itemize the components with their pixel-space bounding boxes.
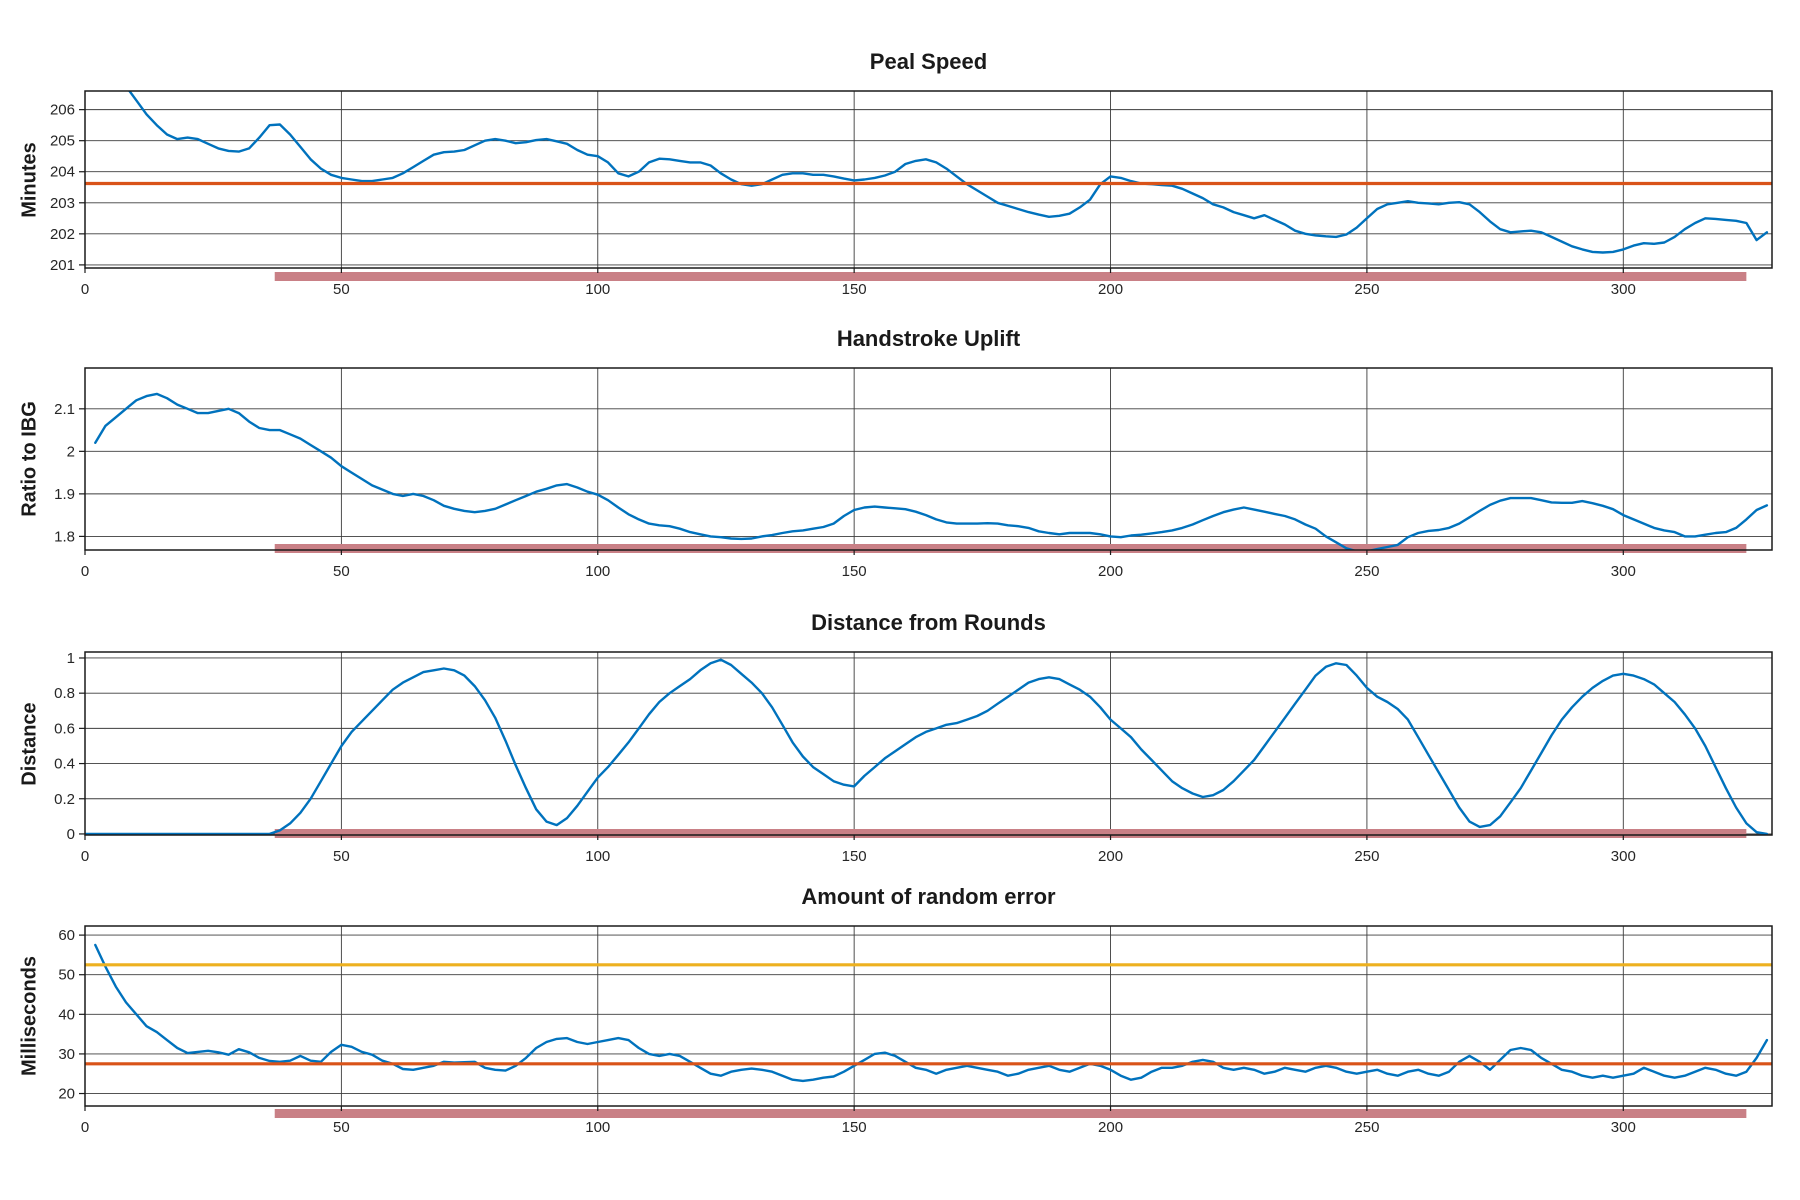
x-tick-label: 150 — [842, 1119, 867, 1136]
x-tick-label: 100 — [585, 563, 610, 580]
x-tick-label: 200 — [1098, 563, 1123, 580]
series-random-error — [94, 943, 1769, 1083]
x-tick-label: 50 — [333, 1119, 350, 1136]
y-tick-label: 20 — [58, 1086, 75, 1103]
axes-box — [84, 651, 1773, 836]
y-tick-label: 0.6 — [54, 720, 75, 737]
x-tick-label: 150 — [842, 563, 867, 580]
y-tick-label: 1.8 — [54, 528, 75, 545]
y-tick-label: 30 — [58, 1046, 75, 1063]
series-handstroke-uplift — [94, 392, 1769, 550]
y-tick-label: 206 — [50, 102, 75, 119]
x-tick-label: 0 — [81, 563, 89, 580]
x-tick-label: 300 — [1611, 1119, 1636, 1136]
highlight-bar — [274, 272, 1747, 281]
y-tick-label: 0.2 — [54, 791, 75, 808]
y-tick-label: 60 — [58, 927, 75, 944]
chart-title-peal-speed: Peal Speed — [869, 49, 988, 74]
x-tick-label: 300 — [1611, 848, 1636, 865]
plot-handstroke-uplift: 1.8 1.9 2 2.1 0 50 100 150 200 250 300 — [54, 367, 1773, 580]
chart-title-distance-from-rounds: Distance from Rounds — [811, 610, 1046, 635]
y-tick-label: 0.4 — [54, 756, 75, 773]
axes-box — [84, 925, 1773, 1107]
x-tick-label: 250 — [1354, 848, 1379, 865]
x-tick-label: 50 — [333, 281, 350, 298]
y-tick-label: 205 — [50, 133, 75, 150]
y-tick-label: 1.9 — [54, 486, 75, 503]
x-tick-label: 250 — [1354, 1119, 1379, 1136]
axes-box — [84, 90, 1773, 269]
chart-title-random-error: Amount of random error — [801, 884, 1056, 909]
y-tick-label: 2 — [67, 443, 75, 460]
x-tick-label: 300 — [1611, 563, 1636, 580]
x-tick-label: 50 — [333, 563, 350, 580]
x-tick-label: 100 — [585, 281, 610, 298]
y-tick-label: 201 — [50, 257, 75, 274]
x-tick-label: 250 — [1354, 563, 1379, 580]
x-tick-label: 150 — [842, 848, 867, 865]
x-tick-label: 300 — [1611, 281, 1636, 298]
plot-peal-speed: 201 202 203 204 205 206 0 50 100 150 200 250 300 — [50, 90, 1773, 298]
x-tick-label: 200 — [1098, 281, 1123, 298]
y-tick-label: 204 — [50, 164, 75, 181]
x-tick-label: 0 — [81, 281, 89, 298]
chart-title-handstroke-uplift: Handstroke Uplift — [836, 326, 1021, 351]
highlight-bar — [274, 1109, 1747, 1118]
y-tick-label: 202 — [50, 226, 75, 243]
y-tick-label: 2.1 — [54, 401, 75, 418]
x-tick-label: 100 — [585, 1119, 610, 1136]
x-tick-label: 200 — [1098, 848, 1123, 865]
y-tick-label: 0.8 — [54, 685, 75, 702]
series-peal-speed — [127, 91, 1769, 254]
highlight-bar — [274, 544, 1747, 553]
y-tick-label: 203 — [50, 195, 75, 212]
plot-random-error: 20 30 40 50 60 0 50 100 150 200 250 300 — [58, 925, 1773, 1136]
y-tick-label: 40 — [58, 1006, 75, 1023]
y-tick-label: 0 — [67, 826, 75, 843]
axes-box — [84, 367, 1773, 551]
y-tick-label: 1 — [67, 650, 75, 667]
x-tick-label: 0 — [81, 1119, 89, 1136]
x-tick-label: 150 — [842, 281, 867, 298]
highlight-bar — [274, 829, 1747, 838]
x-tick-label: 50 — [333, 848, 350, 865]
x-tick-label: 100 — [585, 848, 610, 865]
x-tick-label: 250 — [1354, 281, 1379, 298]
x-tick-label: 0 — [81, 848, 89, 865]
y-tick-label: 50 — [58, 967, 75, 984]
x-tick-label: 200 — [1098, 1119, 1123, 1136]
plot-distance-from-rounds: 0 0.2 0.4 0.6 0.8 1 0 50 100 150 200 250 300 — [54, 650, 1773, 865]
series-distance-from-rounds — [85, 658, 1769, 835]
